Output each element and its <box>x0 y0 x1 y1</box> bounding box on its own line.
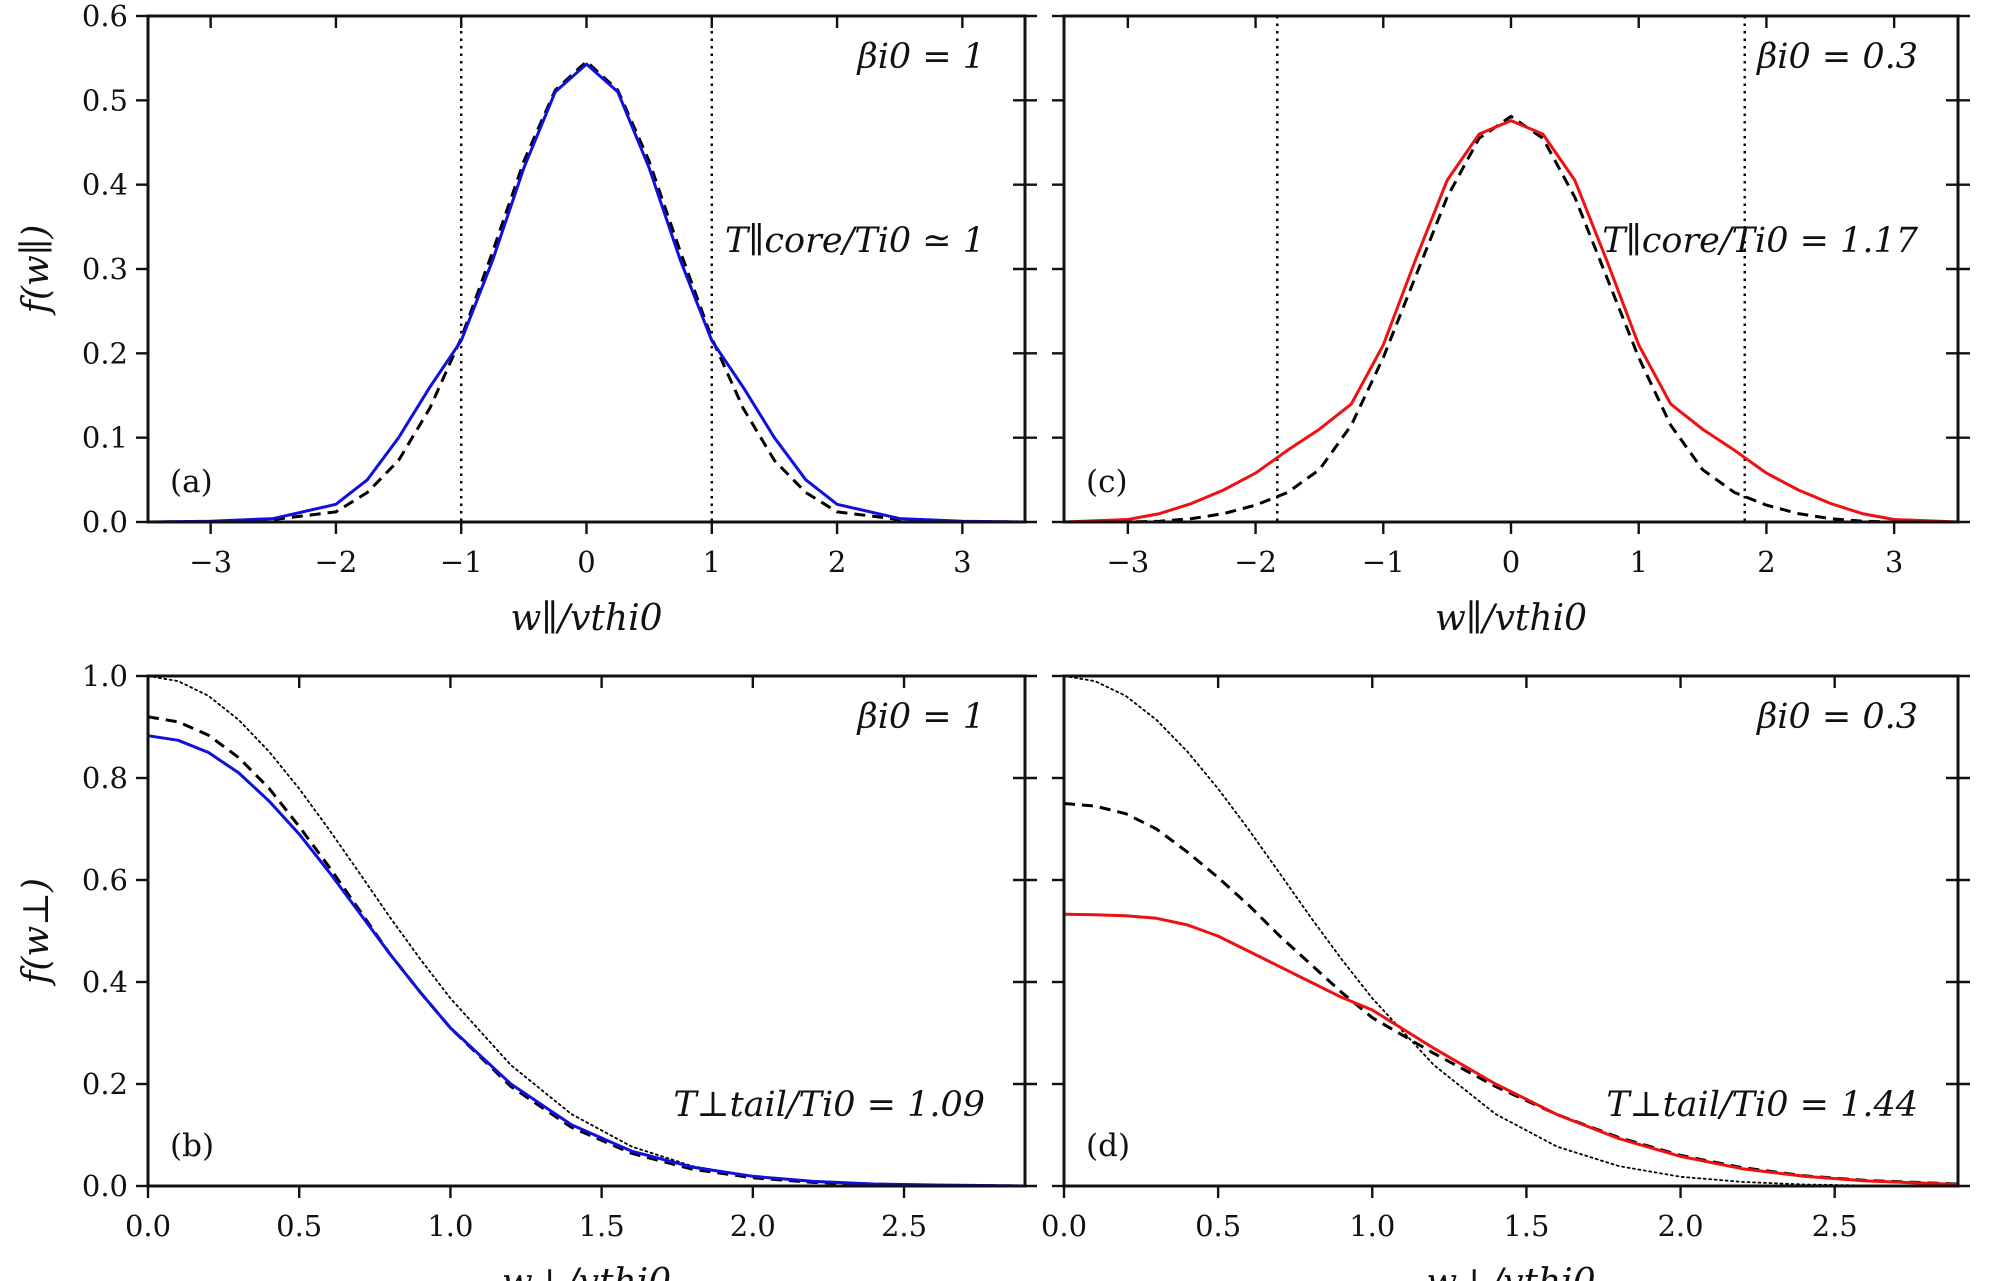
series-simulation <box>146 62 1027 524</box>
x-tick-label: −3 <box>1106 545 1149 579</box>
x-axis-label: w∥/vthi0 <box>511 598 663 639</box>
axes-frame <box>146 674 1027 1188</box>
x-tick-label: 1.5 <box>1503 1209 1549 1243</box>
y-tick-label: 0.3 <box>82 252 128 286</box>
panel-d: 0.0 0.5 1.0 1.5 2.0 2.5 w⊥/vthi0 (d) βi0 = 0.3 T⊥… <box>1041 674 1970 1281</box>
series-maxwellian-fit <box>147 60 1026 524</box>
series-simulation <box>1062 912 1960 1186</box>
beta-label: βi0 = 0.3 <box>1755 37 1918 77</box>
panel-b: 0.0 0.5 1.0 1.5 2.0 2.5 0.0 0.2 0.4 0.6 0.8 1.0 w⊥/v… <box>16 659 1037 1281</box>
y-tick-label: 0.2 <box>82 1067 128 1101</box>
y-tick-label: 0.6 <box>82 0 128 33</box>
x-tick-label: 3 <box>953 545 971 579</box>
temperature-annotation: T⊥tail/Ti0 = 1.44 <box>1606 1085 1918 1125</box>
y-tick-label: 0.5 <box>82 83 128 117</box>
y-axis-label: f(w∥) <box>16 225 57 317</box>
x-tick-label: 1.0 <box>1349 1209 1395 1243</box>
x-axis-label: w⊥/vthi0 <box>1426 1262 1595 1281</box>
x-axis-label: w⊥/vthi0 <box>502 1262 671 1281</box>
x-axis-label: w∥/vthi0 <box>1435 598 1587 639</box>
axes-frame <box>1062 14 1960 524</box>
beta-label: βi0 = 0.3 <box>1755 697 1918 737</box>
y-tick-label: 0.0 <box>82 505 128 539</box>
panel-label: (c) <box>1086 464 1128 500</box>
panel-c: −3 −2 −1 0 1 2 3 w∥/vthi0 (c) βi0 = 0.3 T∥core/Ti0… <box>1052 14 1970 639</box>
x-tick-label: 0.0 <box>1041 1209 1087 1243</box>
axes-frame <box>1062 674 1960 1188</box>
panel-label: (d) <box>1086 1128 1130 1164</box>
x-tick-label: 2.5 <box>881 1209 927 1243</box>
series-maxwellian-fit <box>1064 114 1958 524</box>
x-tick-label: 3 <box>1885 545 1903 579</box>
x-tick-label: 2.0 <box>730 1209 776 1243</box>
y-tick-label: 0.4 <box>82 168 128 202</box>
x-tick-label: 0.5 <box>1195 1209 1241 1243</box>
x-tick-label: 0.0 <box>125 1209 171 1243</box>
temperature-annotation: T⊥tail/Ti0 = 1.09 <box>673 1085 985 1125</box>
y-tick-label: 0.0 <box>82 1169 128 1203</box>
x-tick-label: −2 <box>315 545 358 579</box>
x-tick-label: 2.5 <box>1812 1209 1858 1243</box>
panel-a: −3 −2 −1 0 1 2 3 0.0 0.1 0.2 0.3 0.4 0.5 0.6 w∥/vthi0 f… <box>16 0 1037 639</box>
x-tick-label: 2.0 <box>1657 1209 1703 1243</box>
y-tick-label: 0.2 <box>82 336 128 370</box>
y-tick-label: 0.4 <box>82 965 128 999</box>
y-tick-label: 0.1 <box>82 421 128 455</box>
series-maxwellian-fit <box>1063 802 1959 1186</box>
beta-label: βi0 = 1 <box>855 697 985 737</box>
x-tick-label: −3 <box>189 545 232 579</box>
beta-label: βi0 = 1 <box>855 37 985 77</box>
y-axis-label: f(w⊥) <box>16 878 57 987</box>
x-tick-label: −1 <box>440 545 483 579</box>
x-tick-label: 1 <box>1629 545 1647 579</box>
x-tick-label: −1 <box>1362 545 1405 579</box>
axes-frame <box>146 14 1027 524</box>
x-tick-label: 1 <box>703 545 721 579</box>
series-reference <box>1063 675 1959 1187</box>
x-tick-label: 0.5 <box>276 1209 322 1243</box>
x-tick-label: 2 <box>1757 545 1775 579</box>
series-simulation <box>146 734 1027 1188</box>
x-tick-label: 1.5 <box>579 1209 625 1243</box>
temperature-annotation: T∥core/Ti0 = 1.17 <box>1602 221 1918 261</box>
y-tick-label: 0.8 <box>82 761 128 795</box>
x-tick-label: 2 <box>828 545 846 579</box>
x-tick-label: 0 <box>1502 545 1520 579</box>
panel-label: (b) <box>170 1128 214 1164</box>
x-tick-label: −2 <box>1234 545 1277 579</box>
y-tick-label: 1.0 <box>82 659 128 693</box>
y-tick-label: 0.6 <box>82 863 128 897</box>
temperature-annotation: T∥core/Ti0 ≃ 1 <box>725 221 985 261</box>
x-tick-label: 1.0 <box>427 1209 473 1243</box>
panel-label: (a) <box>170 464 213 500</box>
series-simulation <box>1062 119 1960 524</box>
x-tick-label: 0 <box>577 545 595 579</box>
